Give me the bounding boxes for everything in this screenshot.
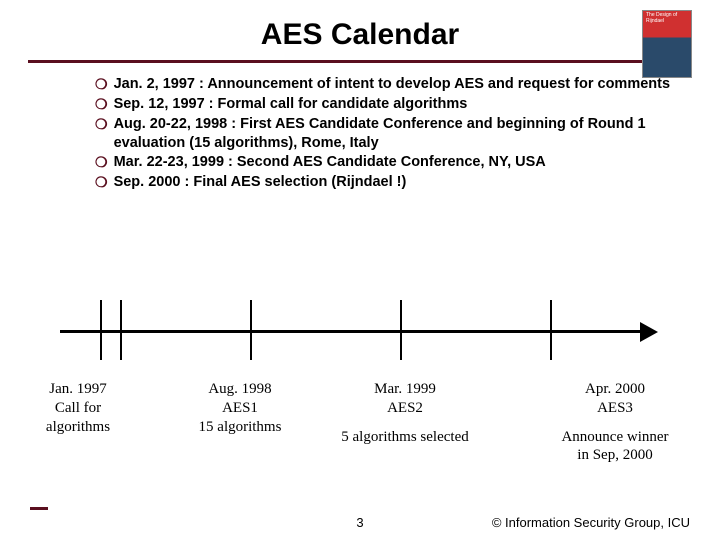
timeline-label-line: [320, 418, 490, 428]
timeline-label-line: [530, 418, 700, 428]
book-thumbnail-label: The Design of Rijndael: [643, 11, 691, 26]
bullet-text: Mar. 22-23, 1999 : Second AES Candidate …: [114, 153, 546, 172]
bullet-item: ❍ Sep. 12, 1997 : Formal call for candida…: [95, 95, 690, 114]
timeline-label: Aug. 1998AES115 algorithms: [170, 380, 310, 436]
timeline-label-line: Mar. 1999: [320, 380, 490, 399]
timeline-tick: [120, 300, 122, 360]
timeline-label-line: 5 algorithms selected: [320, 428, 490, 447]
book-thumbnail: The Design of Rijndael: [642, 10, 692, 78]
bullet-marker-icon: ❍: [95, 153, 108, 172]
bullet-text: Jan. 2, 1997 : Announcement of intent to…: [114, 75, 670, 94]
timeline-tick: [550, 300, 552, 360]
timeline-label-line: AES2: [320, 399, 490, 418]
bullet-text: Aug. 20-22, 1998 : First AES Candidate C…: [114, 115, 690, 153]
footer-accent-bar: [30, 507, 48, 510]
timeline-axis: [60, 330, 645, 333]
bullet-text: Sep. 2000 : Final AES selection (Rijndae…: [114, 173, 407, 192]
timeline-label-line: Apr. 2000: [530, 380, 700, 399]
bullet-list: ❍ Jan. 2, 1997 : Announcement of intent t…: [95, 75, 690, 192]
footer: 3 © Information Security Group, ICU: [0, 515, 720, 530]
timeline-label-line: 15 algorithms: [170, 418, 310, 437]
bullet-marker-icon: ❍: [95, 115, 108, 134]
bullet-item: ❍ Aug. 20-22, 1998 : First AES Candidate …: [95, 115, 690, 153]
bullet-item: ❍ Sep. 2000 : Final AES selection (Rijnda…: [95, 173, 690, 192]
bullet-item: ❍ Mar. 22-23, 1999 : Second AES Candidate…: [95, 153, 690, 172]
title-underline: [28, 60, 692, 63]
timeline-label-line: algorithms: [18, 418, 138, 437]
timeline-label-line: Jan. 1997: [18, 380, 138, 399]
timeline-label-line: AES1: [170, 399, 310, 418]
timeline-label-line: Announce winner: [530, 428, 700, 447]
timeline-label: Mar. 1999AES2 5 algorithms selected: [320, 380, 490, 446]
timeline-label-line: Call for: [18, 399, 138, 418]
timeline-label-line: in Sep, 2000: [530, 446, 700, 465]
footer-copyright: © Information Security Group, ICU: [492, 515, 690, 530]
bullet-item: ❍ Jan. 2, 1997 : Announcement of intent t…: [95, 75, 690, 94]
timeline-label: Apr. 2000AES3 Announce winnerin Sep, 200…: [530, 380, 700, 465]
timeline-tick: [250, 300, 252, 360]
timeline-label-line: Aug. 1998: [170, 380, 310, 399]
bullet-marker-icon: ❍: [95, 95, 108, 114]
page-title: AES Calendar: [0, 0, 720, 60]
timeline-tick: [100, 300, 102, 360]
timeline: [60, 290, 660, 370]
bullet-marker-icon: ❍: [95, 75, 108, 94]
bullet-text: Sep. 12, 1997 : Formal call for candidat…: [114, 95, 468, 114]
timeline-tick: [400, 300, 402, 360]
arrow-right-icon: [640, 322, 658, 342]
page-number: 3: [356, 515, 363, 530]
timeline-label: Jan. 1997Call foralgorithms: [18, 380, 138, 436]
bullet-marker-icon: ❍: [95, 173, 108, 192]
timeline-label-line: AES3: [530, 399, 700, 418]
